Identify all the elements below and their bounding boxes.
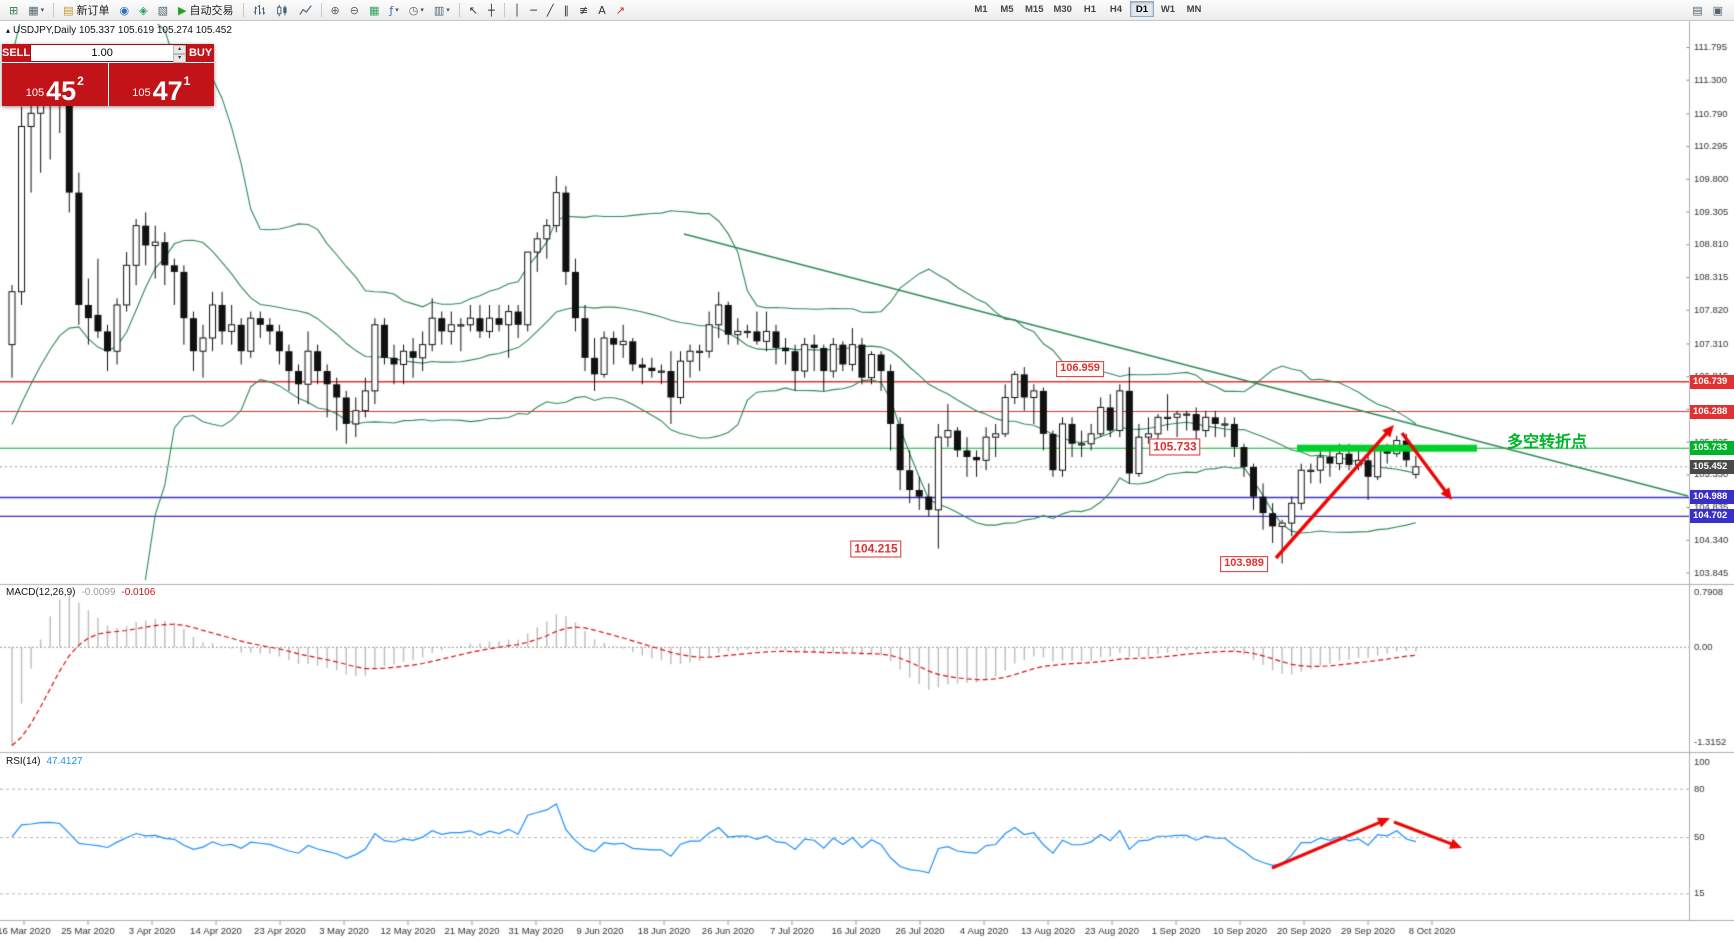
buy-price-sup: 1	[183, 74, 191, 88]
macd-value: -0.0099	[81, 587, 116, 598]
text-icon[interactable]: A	[598, 3, 606, 17]
horizontal-line-icon[interactable]: ─	[530, 3, 537, 17]
terminal-icon[interactable]: ▧	[157, 3, 169, 17]
navigator-icon[interactable]: ◈	[139, 3, 148, 17]
pivot-line-tag: 105.733	[1690, 441, 1734, 456]
cursor-icon[interactable]: ↖	[468, 3, 478, 17]
timeframe-h1-button[interactable]: H1	[1078, 1, 1102, 17]
buy-price-big: 47	[152, 76, 183, 107]
toolbar-items: ⊞ ▦ ▾ ▤ 新订单 ◉ ◈ ▧ ▶ 自动交易 ⊕ ⊖ ▦ ƒ ▾ ◷ ▾ ▥ ▾ ↖ ┼ │ ─ ╱ ∥ ≢ A ↗	[4, 1, 630, 20]
rsi-value: 47.4127	[46, 756, 83, 767]
sell-price-big: 45	[46, 76, 77, 107]
timeframe-m15-button[interactable]: M15	[1021, 1, 1047, 17]
price-annotation-label[interactable]: 105.733	[1149, 438, 1201, 456]
toolbar-separator	[458, 3, 460, 17]
chevron-down-icon: ▾	[395, 6, 399, 14]
one-click-toggle-icon[interactable]: ▴	[6, 26, 11, 35]
timeframe-h4-button[interactable]: H4	[1104, 1, 1128, 17]
chevron-down-icon: ▾	[40, 6, 45, 14]
timeframe-toolbar: M1 M5 M15 M30 H1 H4 D1 W1 MN	[968, 1, 1207, 17]
volume-down-button[interactable]: ▾	[173, 54, 187, 63]
buy-price-prefix: 105	[132, 87, 151, 99]
timeframe-mn-button[interactable]: MN	[1182, 1, 1206, 17]
volume-box: ▴ ▾	[30, 44, 188, 63]
market-watch-icon[interactable]: ◉	[119, 3, 130, 17]
candlestick-chart-icon[interactable]	[272, 1, 293, 20]
support-line-1-tag: 104.988	[1690, 490, 1734, 505]
macd-signal-value: -0.0106	[121, 587, 156, 598]
indicators-icon[interactable]: ƒ ▾	[389, 3, 399, 17]
timeframe-m5-button[interactable]: M5	[995, 1, 1019, 17]
zoom-in-icon[interactable]: ⊕	[330, 3, 340, 17]
support-line-2-tag: 104.702	[1690, 509, 1734, 524]
autotrade-button[interactable]: ▶ 自动交易	[178, 3, 234, 17]
timeframe-m1-button[interactable]: M1	[969, 1, 993, 17]
tile-windows-icon[interactable]: ▦	[368, 3, 380, 17]
line-chart-icon[interactable]	[295, 1, 316, 20]
rsi-name: RSI(14)	[6, 756, 41, 767]
chevron-down-icon: ▾	[446, 6, 450, 14]
resistance-line-2-tag: 106.288	[1690, 404, 1734, 419]
trendline-icon[interactable]: ╱	[546, 3, 554, 17]
price-annotation-label[interactable]: 103.989	[1220, 556, 1268, 572]
toolbar-separator	[503, 3, 505, 17]
toolbar-separator	[53, 3, 55, 17]
timeframe-w1-button[interactable]: W1	[1156, 1, 1180, 17]
new-chart-icon[interactable]: ⊞	[9, 3, 19, 17]
buy-label: BUY	[187, 44, 214, 62]
toolbar: ⊞ ▦ ▾ ▤ 新订单 ◉ ◈ ▧ ▶ 自动交易 ⊕ ⊖ ▦ ƒ ▾ ◷ ▾ ▥ ▾ ↖ ┼ │ ─ ╱ ∥ ≢ A ↗ M1 M5 M1…	[0, 0, 1734, 21]
sell-price-sup: 2	[77, 74, 84, 88]
channel-icon[interactable]: ∥	[563, 3, 570, 17]
sell-label: SELL	[2, 44, 31, 62]
timeframe-d1-button[interactable]: D1	[1129, 1, 1154, 17]
toolbar-separator	[242, 3, 244, 17]
price-annotation-label[interactable]: 106.959	[1056, 361, 1104, 377]
buy-button[interactable]: 105 47 1	[108, 63, 214, 107]
bar-chart-icon[interactable]	[249, 1, 270, 20]
price-annotation-label[interactable]: 104.215	[850, 540, 902, 558]
sell-button[interactable]: 105 45 2	[2, 63, 108, 106]
current-price-tag: 105.452	[1690, 459, 1734, 474]
macd-name: MACD(12,26,9)	[6, 587, 76, 598]
profiles-icon[interactable]: ▦ ▾	[28, 3, 45, 17]
window-list-icon[interactable]: ▤	[1692, 4, 1703, 17]
rsi-indicator-label: RSI(14) 47.4127	[6, 756, 83, 767]
symbol-ohlc-text: USDJPY,Daily 105.337 105.619 105.274 105…	[13, 25, 232, 36]
crosshair-icon[interactable]: ┼	[488, 3, 495, 17]
zone-annotation-label[interactable]: 多空转折点	[1506, 432, 1588, 451]
more-tools-icon[interactable]: ▣	[1712, 4, 1723, 17]
toolbar-right: ▤ ▣	[1687, 1, 1728, 20]
templates-icon[interactable]: ▥ ▾	[433, 3, 450, 17]
toolbar-separator	[320, 3, 322, 17]
volume-up-button[interactable]: ▴	[173, 45, 187, 54]
macd-indicator-label: MACD(12,26,9) -0.0099 -0.0106	[6, 587, 155, 598]
chevron-down-icon: ▾	[420, 6, 424, 14]
volume-stepper: ▴ ▾	[173, 45, 187, 63]
timeframe-m30-button[interactable]: M30	[1049, 1, 1075, 17]
new-order-button[interactable]: ▤ 新订单	[63, 3, 110, 17]
resistance-line-1-tag: 106.739	[1690, 374, 1734, 389]
vertical-line-icon[interactable]: │	[513, 3, 521, 17]
volume-input[interactable]	[31, 45, 174, 61]
periods-icon[interactable]: ◷ ▾	[408, 3, 424, 17]
symbol-header: ▴ USDJPY,Daily 105.337 105.619 105.274 10…	[6, 25, 232, 36]
zoom-out-icon[interactable]: ⊖	[349, 3, 359, 17]
arrows-icon[interactable]: ↗	[615, 3, 625, 17]
sell-price-prefix: 105	[25, 87, 45, 99]
fibonacci-icon[interactable]: ≢	[579, 3, 589, 17]
